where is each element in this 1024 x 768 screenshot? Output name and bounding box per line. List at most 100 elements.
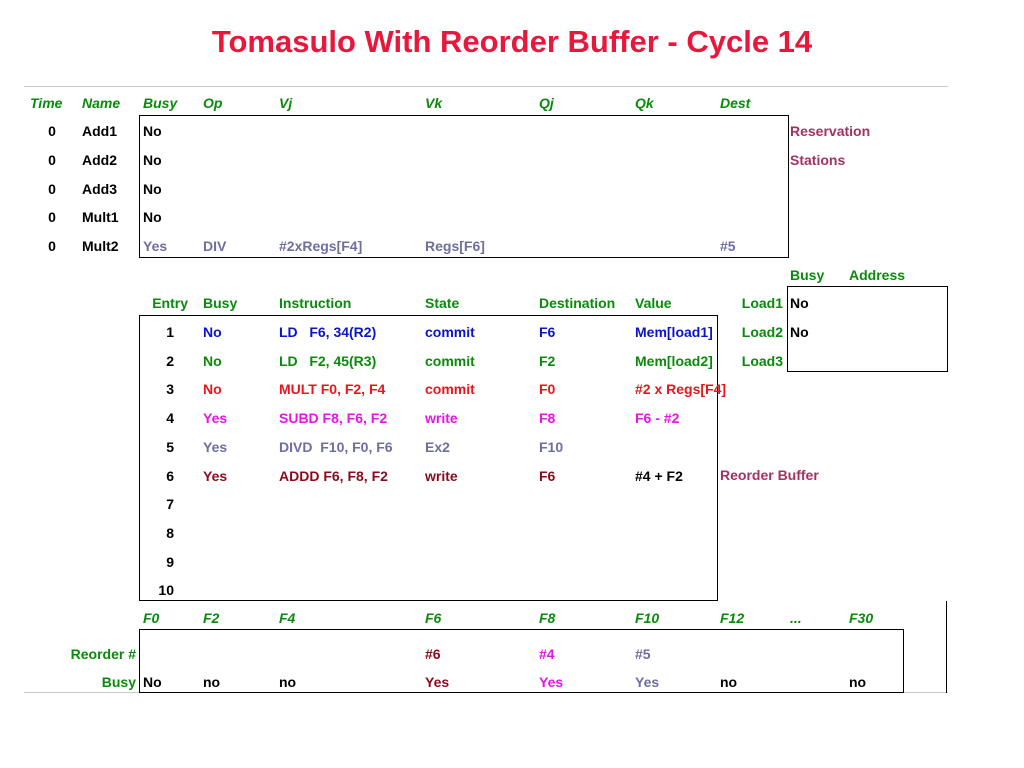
rs-row-time: 0	[48, 152, 56, 168]
rob-row-entry: 1	[166, 324, 174, 340]
reorder-buffer-label: Reorder Buffer	[720, 467, 819, 483]
rs-row-name: Add1	[82, 123, 117, 139]
rs-row-op: DIV	[203, 238, 227, 254]
rs-row-time: 0	[48, 238, 56, 254]
rs-row-name: Mult1	[82, 209, 119, 225]
reg-header: F0	[143, 610, 160, 626]
rs-row-name: Add3	[82, 181, 117, 197]
reg-busy: no	[849, 674, 867, 690]
rob-row-entry: 8	[166, 524, 174, 541]
rs-header-qk: Qk	[635, 95, 654, 111]
rob-row-state: commit	[425, 381, 475, 398]
rs-row-name: Mult2	[82, 238, 119, 254]
rob-row-busy: No	[203, 324, 222, 340]
rob-row-entry: 4	[166, 410, 174, 427]
rs-row-time: 0	[48, 209, 56, 225]
rob-row-busy: No	[203, 381, 222, 398]
reg-header: F6	[425, 610, 442, 626]
rs-row-busy: Yes	[143, 238, 168, 254]
load-header-busy: Busy	[790, 267, 825, 283]
reservation-stations-label-2: Stations	[790, 152, 846, 168]
rs-header-dest: Dest	[720, 95, 751, 111]
rs-row-busy: No	[143, 152, 162, 168]
rob-row-instruction: ADDD F6, F8, F2	[279, 467, 388, 484]
reg-reorder: #4	[539, 646, 555, 662]
rob-header-busy: Busy	[203, 295, 238, 311]
reg-header: F10	[635, 610, 660, 626]
rob-row-state: commit	[425, 324, 475, 340]
load-row-name: Load3	[741, 353, 783, 369]
rob-header-entry: Entry	[152, 295, 188, 311]
reg-busy: Yes	[539, 674, 564, 690]
rs-row-busy: No	[143, 181, 162, 197]
rob-row-busy: No	[203, 352, 222, 369]
rob-row-entry: 3	[166, 381, 174, 398]
rob-row-instruction: MULT F0, F2, F4	[279, 381, 386, 398]
rob-row-dest: F2	[539, 352, 556, 369]
reg-header: F8	[539, 610, 556, 626]
rs-row-vj: #2xRegs[F4]	[279, 238, 363, 254]
rob-row-entry: 9	[166, 553, 174, 570]
reg-header: F30	[849, 610, 874, 626]
rob-row-entry: 5	[166, 438, 174, 455]
load-row-name: Load1	[741, 295, 783, 311]
reorder-buffer-box	[139, 315, 718, 601]
rob-row-instruction: LD F2, 45(R3)	[279, 352, 377, 369]
reg-busy: No	[143, 674, 162, 690]
reservation-stations-label: Reservation	[790, 123, 871, 139]
rob-row-instruction: SUBD F8, F6, F2	[279, 410, 388, 427]
rob-row-dest: F8	[539, 410, 556, 427]
load-header-address: Address	[849, 267, 906, 283]
rs-header-busy: Busy	[143, 95, 178, 111]
rob-header-dest: Destination	[539, 295, 616, 311]
rob-row-entry: 10	[158, 582, 174, 599]
rob-row-value: Mem[load1]	[635, 324, 713, 340]
rs-row-name: Add2	[82, 152, 117, 168]
rob-row-dest: F6	[539, 324, 556, 340]
reg-header: F4	[279, 610, 296, 626]
rob-row-instruction: DIVD F10, F0, F6	[279, 438, 393, 455]
rob-row-state: write	[425, 410, 458, 427]
rob-row-busy: Yes	[203, 438, 228, 455]
rob-row-state: commit	[425, 352, 475, 369]
reg-reorder: #5	[635, 646, 651, 662]
rob-row-busy: Yes	[203, 467, 228, 484]
reservation-stations-box	[139, 115, 789, 258]
rob-row-entry: 6	[166, 467, 174, 484]
reg-busy: no	[720, 674, 738, 690]
rob-row-entry: 2	[166, 352, 174, 369]
rob-row-dest: F10	[539, 438, 564, 455]
page-title: Tomasulo With Reorder Buffer - Cycle 14	[211, 24, 813, 59]
reg-busy: Yes	[425, 674, 450, 690]
rs-row-dest: #5	[720, 238, 736, 254]
rs-header-vk: Vk	[425, 95, 443, 111]
reg-reorder: #6	[425, 646, 441, 662]
rob-row-value: F6 - #2	[635, 410, 680, 427]
rob-row-value: Mem[load2]	[635, 352, 713, 369]
rob-header-state: State	[425, 295, 460, 311]
rob-row-instruction: LD F6, 34(R2)	[279, 324, 377, 340]
reorder-number-label: Reorder #	[70, 646, 136, 662]
register-status-box	[139, 629, 904, 693]
rs-row-time: 0	[48, 181, 56, 197]
rob-row-value: #2 x Regs[F4]	[635, 381, 727, 398]
load-row-busy: No	[790, 324, 809, 340]
rs-header-op: Op	[203, 95, 223, 111]
reg-busy: no	[279, 674, 297, 690]
reg-busy-label: Busy	[101, 674, 136, 690]
load-row-busy: No	[790, 295, 809, 311]
reg-header: ...	[790, 610, 802, 626]
reg-busy: Yes	[635, 674, 660, 690]
rob-row-busy: Yes	[203, 410, 228, 427]
rob-header-instruction: Instruction	[279, 295, 352, 311]
rs-row-busy: No	[143, 209, 162, 225]
rs-header-qj: Qj	[539, 95, 554, 111]
rob-row-entry: 7	[166, 496, 174, 513]
rob-row-dest: F6	[539, 467, 556, 484]
rob-row-state: write	[425, 467, 458, 484]
rs-header-name: Name	[82, 95, 121, 111]
register-status-right-line	[946, 601, 947, 693]
rob-header-value: Value	[635, 295, 672, 311]
rs-header-vj: Vj	[279, 95, 293, 111]
rs-row-busy: No	[143, 123, 162, 139]
